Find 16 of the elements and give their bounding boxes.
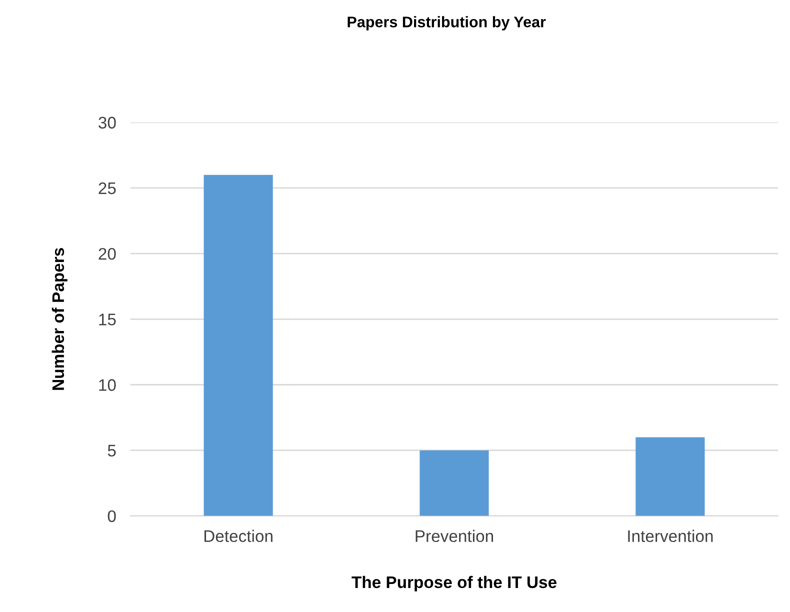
x-tick-label: Prevention bbox=[416, 530, 494, 542]
bar bbox=[636, 437, 705, 516]
y-tick-label: 15 bbox=[99, 314, 116, 326]
y-tick-label: 10 bbox=[99, 379, 116, 391]
y-tick-label: 0 bbox=[108, 510, 116, 522]
y-tick-label: 25 bbox=[98, 182, 116, 194]
x-tick-label: Detection bbox=[204, 530, 272, 542]
bar bbox=[420, 450, 489, 516]
x-tick-label: Intervention bbox=[628, 530, 713, 542]
y-tick-label: 30 bbox=[98, 116, 116, 129]
y-tick-label: 5 bbox=[108, 444, 116, 457]
chart-title: Papers Distribution by Year bbox=[348, 16, 546, 30]
y-tick-label: 20 bbox=[98, 248, 116, 260]
bar bbox=[204, 174, 273, 516]
y-axis-title: Number of Papers bbox=[52, 248, 68, 390]
x-axis-title: The Purpose of the IT Use bbox=[352, 576, 556, 592]
